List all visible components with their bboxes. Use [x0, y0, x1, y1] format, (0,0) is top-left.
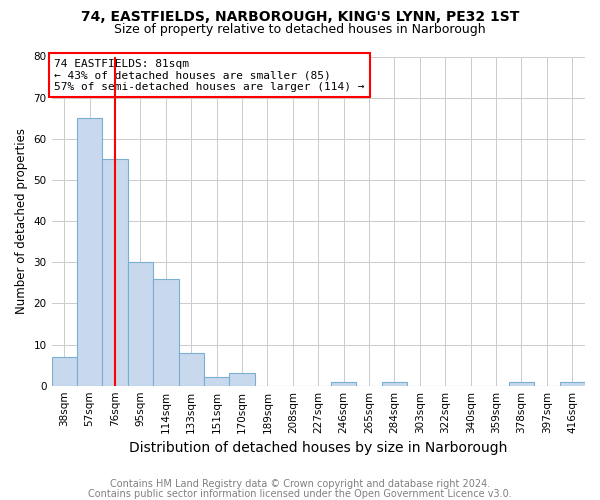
- Bar: [153, 278, 179, 386]
- Bar: [179, 353, 204, 386]
- Bar: [382, 382, 407, 386]
- Bar: [103, 160, 128, 386]
- Bar: [52, 357, 77, 386]
- Y-axis label: Number of detached properties: Number of detached properties: [15, 128, 28, 314]
- X-axis label: Distribution of detached houses by size in Narborough: Distribution of detached houses by size …: [129, 441, 508, 455]
- Bar: [560, 382, 585, 386]
- Bar: [509, 382, 534, 386]
- Bar: [331, 382, 356, 386]
- Text: Contains HM Land Registry data © Crown copyright and database right 2024.: Contains HM Land Registry data © Crown c…: [110, 479, 490, 489]
- Text: 74 EASTFIELDS: 81sqm
← 43% of detached houses are smaller (85)
57% of semi-detac: 74 EASTFIELDS: 81sqm ← 43% of detached h…: [54, 58, 365, 92]
- Text: 74, EASTFIELDS, NARBOROUGH, KING'S LYNN, PE32 1ST: 74, EASTFIELDS, NARBOROUGH, KING'S LYNN,…: [81, 10, 519, 24]
- Text: Contains public sector information licensed under the Open Government Licence v3: Contains public sector information licen…: [88, 489, 512, 499]
- Bar: [204, 378, 229, 386]
- Bar: [229, 374, 255, 386]
- Text: Size of property relative to detached houses in Narborough: Size of property relative to detached ho…: [114, 22, 486, 36]
- Bar: [128, 262, 153, 386]
- Bar: [77, 118, 103, 386]
